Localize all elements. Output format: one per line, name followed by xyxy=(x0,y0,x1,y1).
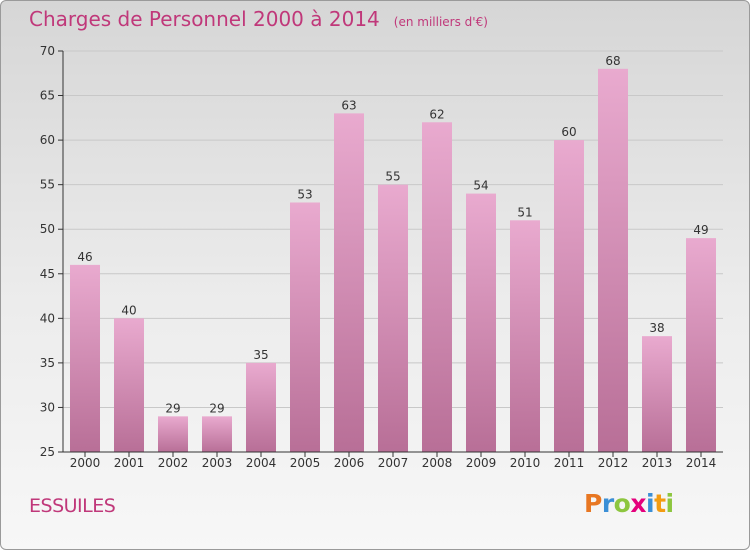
bar xyxy=(202,416,232,452)
bar xyxy=(686,238,716,452)
bar xyxy=(114,318,144,452)
chart-subtitle: (en milliers d'€) xyxy=(393,15,488,29)
bar-value-label: 60 xyxy=(561,125,576,139)
x-tick-label: 2004 xyxy=(246,456,277,470)
y-tick-label: 50 xyxy=(40,222,55,236)
x-tick-label: 2001 xyxy=(114,456,145,470)
x-tick-label: 2006 xyxy=(334,456,365,470)
bar-value-label: 53 xyxy=(297,187,312,201)
chart-title: Charges de Personnel 2000 à 2014 (en mill… xyxy=(29,7,488,31)
bar xyxy=(378,184,408,452)
bar xyxy=(598,68,628,453)
bar-value-label: 51 xyxy=(517,205,532,219)
bar-value-label: 46 xyxy=(77,250,92,264)
bar xyxy=(290,202,320,452)
bar-value-label: 40 xyxy=(121,303,136,317)
logo-letter: x xyxy=(630,489,646,518)
logo-letter: i xyxy=(646,489,655,518)
bar-value-label: 49 xyxy=(693,223,708,237)
y-tick-label: 30 xyxy=(40,400,55,414)
bar xyxy=(158,416,188,452)
bar xyxy=(642,336,672,452)
commune-name: ESSUILES xyxy=(29,495,116,517)
y-tick-label: 40 xyxy=(40,311,55,325)
x-tick-label: 2005 xyxy=(290,456,321,470)
bar xyxy=(246,362,276,452)
y-tick-label: 35 xyxy=(40,356,55,370)
bar-value-label: 55 xyxy=(385,170,400,184)
x-tick-label: 2002 xyxy=(158,456,189,470)
bar-value-label: 63 xyxy=(341,98,356,112)
y-tick-label: 55 xyxy=(40,178,55,192)
bar xyxy=(422,122,452,453)
logo-letter: i xyxy=(665,489,675,518)
y-tick-label: 65 xyxy=(40,89,55,103)
bar xyxy=(510,220,540,452)
x-tick-label: 2014 xyxy=(686,456,717,470)
x-tick-label: 2000 xyxy=(70,456,101,470)
bar-value-label: 35 xyxy=(253,348,268,362)
logo-letter: P xyxy=(584,489,602,518)
proxiti-logo: Proxiti xyxy=(584,489,674,518)
logo-letter: o xyxy=(613,489,631,518)
bar xyxy=(466,193,496,453)
bars: 46 40 29 29 35 53 63 55 62 54 51 60 68 38 49 xyxy=(70,54,716,453)
x-tick-label: 2013 xyxy=(642,456,673,470)
y-tick-label: 25 xyxy=(40,445,55,459)
bar xyxy=(70,264,100,452)
bar xyxy=(554,140,584,452)
bar-value-label: 54 xyxy=(473,179,488,193)
logo-letter: t xyxy=(654,489,666,518)
x-tick-label: 2009 xyxy=(466,456,497,470)
axes: 25 30 35 40 45 50 55 60 65 70 2000 2001 2002 2003 2004… xyxy=(40,44,723,470)
chart-title-text: Charges de Personnel 2000 à 2014 xyxy=(29,7,380,31)
x-tick-label: 2010 xyxy=(510,456,541,470)
bar-value-label: 68 xyxy=(605,54,620,68)
x-tick-label: 2012 xyxy=(598,456,629,470)
logo-letter: r xyxy=(601,489,614,518)
bar-value-label: 29 xyxy=(209,401,224,415)
x-tick-label: 2007 xyxy=(378,456,409,470)
y-tick-label: 45 xyxy=(40,267,55,281)
bar xyxy=(334,113,364,452)
x-tick-label: 2011 xyxy=(554,456,585,470)
bar-value-label: 29 xyxy=(165,401,180,415)
bar-value-label: 62 xyxy=(429,107,444,121)
y-tick-label: 60 xyxy=(40,133,55,147)
y-tick-label: 70 xyxy=(40,44,55,58)
bar-value-label: 38 xyxy=(649,321,664,335)
x-tick-label: 2008 xyxy=(422,456,453,470)
x-tick-label: 2003 xyxy=(202,456,233,470)
